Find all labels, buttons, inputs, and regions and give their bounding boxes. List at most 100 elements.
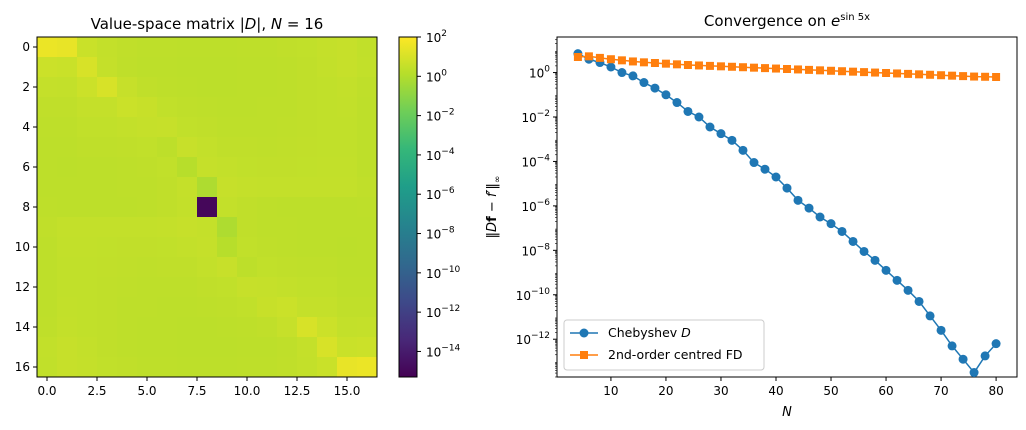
convergence-x-tick-label: 70 <box>933 384 948 398</box>
heatmap-cell <box>77 157 98 178</box>
heatmap-cell <box>237 157 258 178</box>
heatmap-cell <box>237 77 258 98</box>
heatmap-cell <box>317 357 338 378</box>
heatmap-cell <box>77 357 98 378</box>
heatmap-cell <box>157 277 178 298</box>
heatmap-cell <box>357 37 378 58</box>
heatmap-cell <box>37 37 58 58</box>
chebyshev-point <box>958 354 968 364</box>
chebyshev-point <box>859 246 869 256</box>
heatmap-cell <box>317 237 338 258</box>
heatmap-cell <box>337 317 358 338</box>
chebyshev-point <box>639 78 649 88</box>
heatmap-cell <box>277 57 298 78</box>
heatmap-cell <box>57 277 78 298</box>
heatmap-cell <box>137 37 158 58</box>
heatmap-cell <box>117 117 138 138</box>
fd-point <box>749 63 758 72</box>
heatmap-cell <box>117 177 138 198</box>
chebyshev-point <box>606 62 616 72</box>
heatmap-cell <box>277 97 298 118</box>
heatmap-cell <box>137 197 158 218</box>
heatmap-cell <box>337 97 358 118</box>
heatmap-cell <box>237 317 258 338</box>
heatmap-cell <box>137 97 158 118</box>
heatmap-cell <box>57 357 78 378</box>
fd-point <box>904 69 913 78</box>
heatmap-cell <box>57 37 78 58</box>
chebyshev-point <box>914 296 924 306</box>
heatmap-cell <box>137 77 158 98</box>
heatmap-cell <box>177 197 198 218</box>
heatmap-cell <box>257 177 278 198</box>
heatmap-cell <box>297 197 318 218</box>
fd-point <box>915 70 924 79</box>
heatmap-cell <box>317 217 338 238</box>
fd-point <box>981 72 990 81</box>
heatmap-cell <box>217 117 238 138</box>
chebyshev-point <box>903 285 913 295</box>
chebyshev-point <box>991 339 1001 349</box>
convergence-x-tick-label: 30 <box>713 384 728 398</box>
heatmap-cell <box>117 37 138 58</box>
heatmap-y-tick-label: 8 <box>22 200 30 214</box>
heatmap-cell <box>97 57 118 78</box>
heatmap-cell <box>97 77 118 98</box>
heatmap-cell <box>277 37 298 58</box>
heatmap-cell <box>37 337 58 358</box>
convergence-x-tick-label: 50 <box>823 384 838 398</box>
heatmap-cell <box>57 117 78 138</box>
fd-point <box>650 59 659 67</box>
fd-point <box>948 71 957 80</box>
heatmap-cell <box>197 357 218 378</box>
heatmap-cell <box>57 337 78 358</box>
fd-point <box>783 65 791 73</box>
heatmap-cell <box>257 57 278 78</box>
convergence-y-tick-label: 10−2 <box>521 109 550 125</box>
colorbar-gradient <box>398 36 418 378</box>
heatmap-cell <box>337 37 358 58</box>
heatmap-cell <box>157 237 178 258</box>
heatmap-cell <box>117 157 138 178</box>
colorbar-tick-label: 10−14 <box>426 343 461 359</box>
heatmap-cell <box>217 77 238 98</box>
fd-point <box>760 64 769 73</box>
heatmap-cell <box>77 117 98 138</box>
heatmap-cell <box>97 157 118 178</box>
heatmap-cell <box>337 157 358 178</box>
heatmap-cell <box>317 317 338 338</box>
fd-point <box>584 52 593 61</box>
chebyshev-point <box>727 135 737 145</box>
heatmap-cell <box>97 297 118 318</box>
heatmap-cell <box>117 257 138 278</box>
heatmap-cell <box>217 237 238 258</box>
fd-point <box>816 66 825 75</box>
fd-point <box>926 70 935 79</box>
chebyshev-point <box>870 255 880 265</box>
heatmap-cell <box>137 217 158 238</box>
heatmap-x-tick-label: 12.5 <box>284 384 311 398</box>
heatmap-cell <box>237 277 258 298</box>
heatmap-cell <box>317 57 338 78</box>
fd-point <box>573 53 582 61</box>
heatmap-cell <box>197 77 218 98</box>
heatmap-cell <box>37 237 58 258</box>
heatmap-cell <box>157 257 178 278</box>
heatmap-cell <box>77 337 98 358</box>
fd-point <box>959 72 968 81</box>
fd-point <box>716 62 725 71</box>
chebyshev-point <box>683 106 693 116</box>
heatmap-cell <box>217 357 238 378</box>
convergence-series <box>573 49 1001 378</box>
heatmap-cell <box>257 197 278 218</box>
heatmap-cell <box>317 177 338 198</box>
heatmap-cell <box>197 237 218 258</box>
heatmap-cell <box>277 297 298 318</box>
chebyshev-point <box>738 145 748 155</box>
heatmap-cell <box>237 97 258 118</box>
heatmap-cell <box>77 97 98 118</box>
heatmap-cell <box>57 177 78 198</box>
heatmap-cell <box>77 137 98 158</box>
heatmap-cell <box>337 237 358 258</box>
heatmap-cell <box>237 257 258 278</box>
